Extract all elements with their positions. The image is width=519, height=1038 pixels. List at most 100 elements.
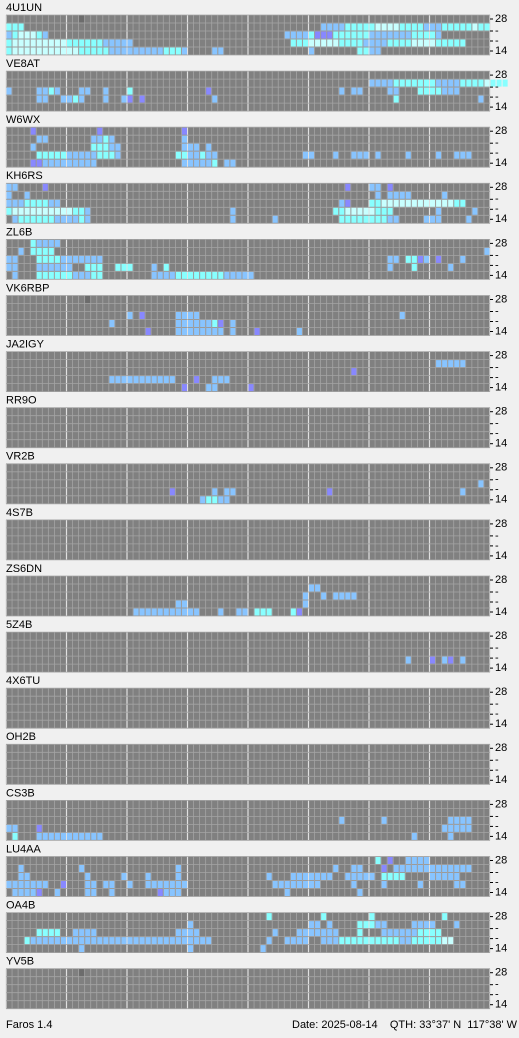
- signal-cell: [369, 183, 375, 191]
- signal-cell: [387, 31, 393, 39]
- signal-cell: [375, 79, 381, 87]
- signal-cell: [181, 271, 187, 279]
- signal-cell: [448, 873, 454, 880]
- signal-cell: [478, 79, 484, 87]
- signal-cell: [169, 47, 175, 55]
- band-label: 28: [495, 911, 507, 923]
- signal-cell: [393, 865, 399, 872]
- signal-cell: [442, 865, 448, 872]
- signal-cell: [466, 23, 472, 31]
- signal-cell: [363, 207, 369, 215]
- signal-cell: [188, 312, 194, 319]
- signal-cell: [206, 320, 212, 327]
- signal-cell: [466, 79, 472, 87]
- signal-cell: [290, 31, 296, 39]
- signal-cell: [36, 95, 42, 103]
- signal-cell: [60, 151, 66, 159]
- signal-cell: [109, 135, 115, 143]
- signal-cell: [175, 600, 181, 608]
- band-label: 14: [495, 886, 507, 898]
- signal-cell: [448, 199, 454, 207]
- signal-cell: [454, 824, 460, 832]
- signal-cell: [42, 207, 48, 215]
- signal-cell: [42, 135, 48, 143]
- signal-cell: [30, 247, 36, 255]
- signal-cell: [181, 608, 187, 616]
- signal-cell: [460, 656, 466, 664]
- signal-cell: [381, 39, 387, 47]
- signal-cell: [85, 832, 91, 840]
- signal-cell: [169, 937, 175, 945]
- signal-cell: [302, 937, 308, 945]
- signal-cell: [151, 608, 157, 616]
- signal-cell: [411, 23, 417, 31]
- signal-cell: [478, 23, 484, 31]
- signal-cell: [254, 608, 260, 616]
- signal-cell: [6, 881, 12, 888]
- signal-cell: [85, 271, 91, 279]
- signal-cell: [387, 199, 393, 207]
- band-label: 14: [495, 943, 507, 955]
- signal-cell: [230, 328, 236, 335]
- signal-cell: [230, 271, 236, 279]
- band-label: 28: [495, 237, 507, 249]
- signal-cell: [48, 263, 54, 271]
- signal-cell: [236, 271, 242, 279]
- signal-cell: [79, 207, 85, 215]
- signal-cell: [54, 87, 60, 95]
- signal-cell: [218, 608, 224, 616]
- signal-cell: [442, 913, 448, 921]
- signal-cell: [393, 79, 399, 87]
- signal-cell: [272, 215, 278, 223]
- signal-cell: [460, 881, 466, 888]
- signal-cell: [381, 199, 387, 207]
- signal-cell: [224, 376, 230, 384]
- signal-cell: [472, 79, 478, 87]
- signal-cell: [454, 816, 460, 824]
- signal-cell: [163, 376, 169, 384]
- signal-cell: [423, 39, 429, 47]
- signal-cell: [85, 215, 91, 223]
- band-label: 28: [495, 69, 507, 81]
- signal-cell: [309, 873, 315, 880]
- signal-cell: [48, 47, 54, 55]
- signal-cell: [42, 39, 48, 47]
- signal-cell: [24, 199, 30, 207]
- signal-cell: [175, 328, 181, 335]
- signal-cell: [230, 488, 236, 496]
- signal-cell: [73, 151, 79, 159]
- signal-cell: [181, 312, 187, 319]
- signal-cell: [18, 881, 24, 888]
- band-label: 28: [495, 350, 507, 362]
- signal-cell: [442, 39, 448, 47]
- signal-cell: [327, 873, 333, 880]
- signal-cell: [448, 87, 454, 95]
- signal-cell: [145, 376, 151, 384]
- signal-cell: [357, 873, 363, 880]
- beacon-call: OH2B: [6, 731, 36, 743]
- band-label: 28: [495, 798, 507, 810]
- signal-cell: [127, 376, 133, 384]
- signal-cell: [206, 937, 212, 945]
- signal-cell: [163, 47, 169, 55]
- signal-cell: [405, 31, 411, 39]
- signal-cell: [12, 255, 18, 263]
- signal-cell: [60, 263, 66, 271]
- signal-cell: [296, 937, 302, 945]
- signal-cell: [423, 255, 429, 263]
- signal-cell: [339, 87, 345, 95]
- band-label: 14: [495, 101, 507, 113]
- signal-cell: [115, 47, 121, 55]
- signal-cell: [42, 47, 48, 55]
- signal-cell: [42, 271, 48, 279]
- signal-cell: [454, 151, 460, 159]
- signal-cell: [218, 496, 224, 504]
- signal-cell: [6, 255, 12, 263]
- signal-cell: [345, 23, 351, 31]
- signal-cell: [454, 873, 460, 880]
- signal-cell: [393, 23, 399, 31]
- signal-cell: [339, 592, 345, 600]
- signal-cell: [411, 255, 417, 263]
- band-label: -: [495, 35, 499, 47]
- signal-cell: [121, 39, 127, 47]
